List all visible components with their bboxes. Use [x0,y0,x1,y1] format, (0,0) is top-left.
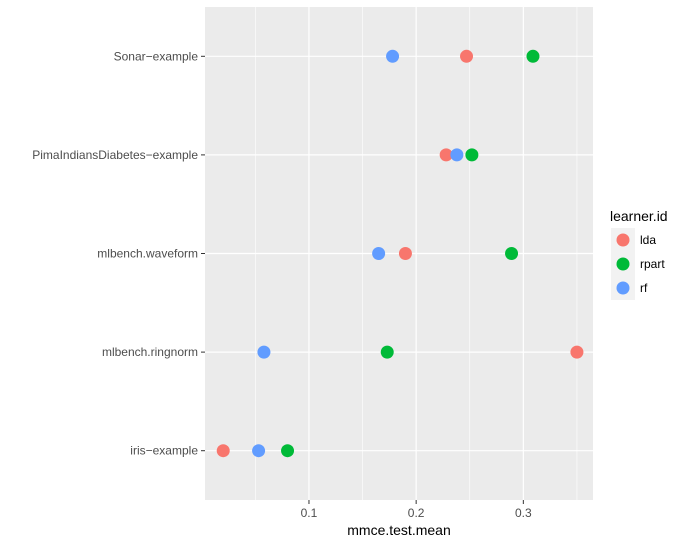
point-lda [398,247,412,260]
point-rpart [465,148,479,162]
point-rpart [281,444,295,458]
point-rpart [526,49,540,63]
legend-key-rf [616,281,630,295]
point-rpart [380,345,394,359]
axis-ticks [201,55,524,504]
point-lda [439,148,453,162]
x-tick-label: 0.3 [515,506,532,520]
x-axis-title: mmce.test.mean [347,522,450,538]
x-tick-labels: 0.1 0.2 0.3 [301,506,532,520]
legend-key-lda [616,233,630,247]
point-rf [450,148,464,162]
legend-key-rpart [616,257,630,271]
y-tick-label: PimaIndiansDiabetes−example [32,148,198,162]
legend-label-rpart: rpart [640,257,665,271]
y-tick-label: Sonar−example [114,49,199,63]
legend-title: learner.id [610,208,668,224]
y-tick-label: iris−example [130,444,198,458]
point-lda [216,444,230,458]
x-tick-label: 0.2 [408,506,425,520]
legend-label-lda: lda [640,233,656,247]
y-tick-label: mlbench.ringnorm [102,345,198,359]
legend-label-rf: rf [640,281,648,295]
y-tick-label: mlbench.waveform [97,247,198,261]
point-rpart [505,247,519,260]
point-rf [252,444,266,458]
y-tick-labels: iris−example mlbench.ringnorm mlbench.wave… [32,49,198,457]
legend: learner.id lda rpart rf [610,208,668,300]
data-points [216,49,584,458]
point-rf [386,49,400,63]
point-rf [372,247,386,260]
point-lda [570,345,584,359]
point-lda [460,49,474,63]
point-rf [257,345,271,359]
x-tick-label: 0.1 [301,506,318,520]
